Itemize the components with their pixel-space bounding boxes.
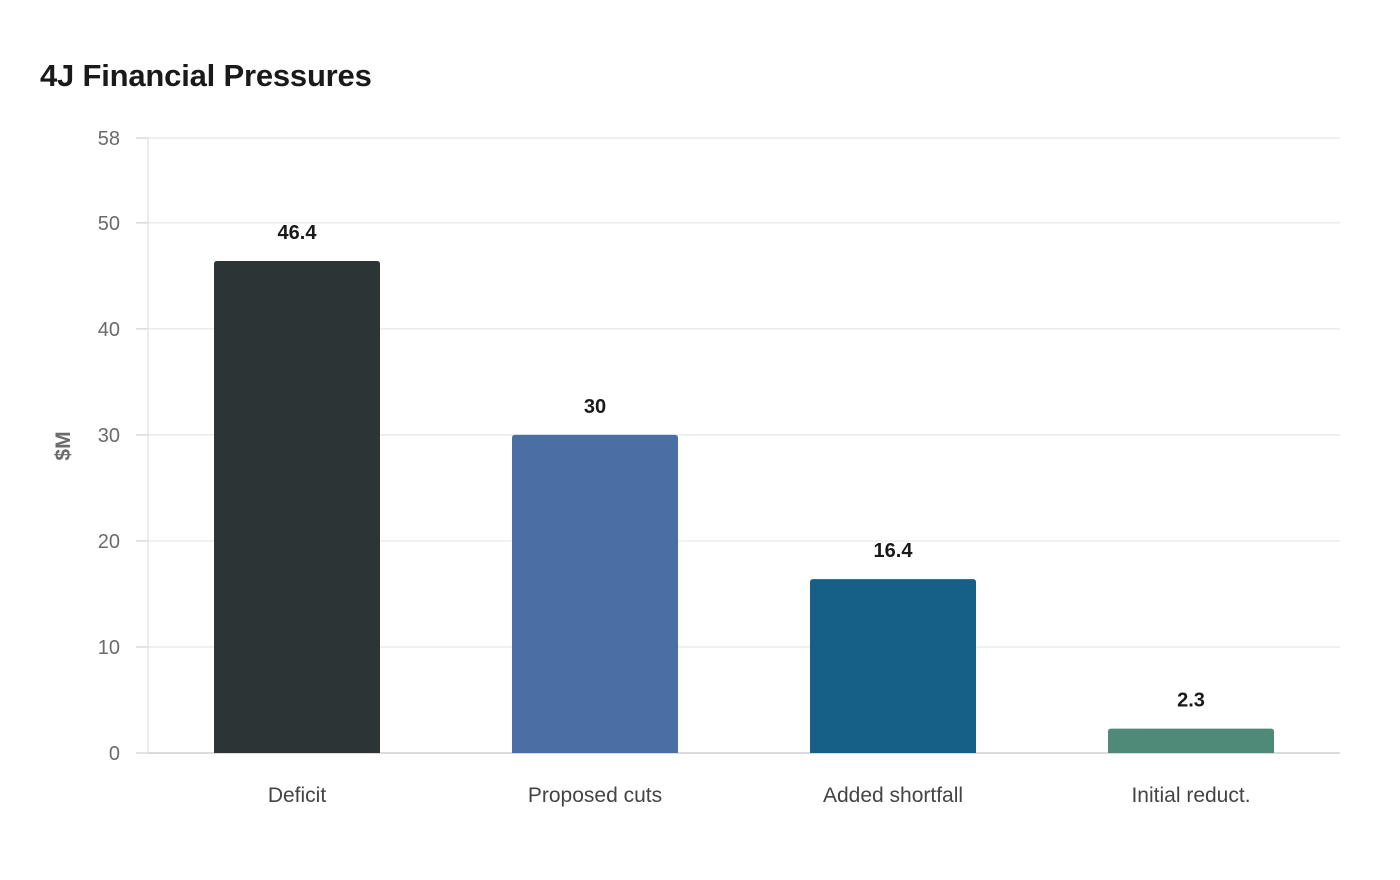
y-tick-label: 40 [98, 319, 120, 341]
bar-added-shortfall [810, 579, 976, 753]
x-tick-label: Added shortfall [823, 784, 963, 807]
y-tick-label: 50 [98, 213, 120, 235]
y-axis-title: $M [52, 431, 75, 460]
chart-title: 4J Financial Pressures [40, 58, 372, 93]
x-tick-label: Deficit [268, 784, 327, 807]
y-tick-label: 10 [98, 637, 120, 659]
data-label: 46.4 [278, 222, 318, 244]
labels: 46.4 Deficit 30 Proposed cuts 16.4 Added shor… [268, 222, 1251, 807]
bar-proposed-cuts [512, 434, 678, 753]
y-tick-label: 20 [98, 531, 120, 553]
bars [214, 261, 1274, 753]
bar-initial-reduct [1108, 728, 1274, 753]
x-tick-label: Initial reduct. [1131, 784, 1250, 807]
y-tick-label: 30 [98, 425, 120, 447]
data-label: 2.3 [1177, 690, 1205, 712]
y-tick-label: 0 [109, 743, 120, 765]
bar-deficit [214, 261, 380, 753]
data-label: 16.4 [874, 540, 914, 562]
y-tick-label: 58 [98, 128, 120, 150]
data-label: 30 [584, 396, 606, 418]
x-tick-label: Proposed cuts [528, 784, 662, 807]
